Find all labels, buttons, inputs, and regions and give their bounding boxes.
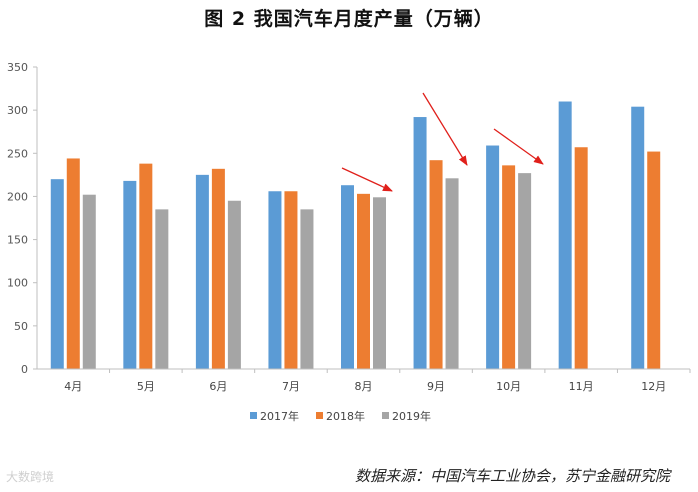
bar-2019年-7月 — [300, 209, 314, 369]
y-tick-label: 350 — [7, 61, 28, 74]
legend-swatch — [382, 412, 389, 419]
legend-label: 2019年 — [392, 409, 431, 423]
x-tick-label: 11月 — [569, 380, 594, 393]
bar-2019年-5月 — [155, 209, 169, 369]
legend-label: 2017年 — [260, 409, 299, 423]
bar-2019年-10月 — [518, 173, 532, 369]
bar-2017年-5月 — [123, 180, 137, 369]
bar-2019年-9月 — [445, 178, 459, 369]
bar-2017年-8月 — [341, 185, 354, 369]
bar-2017年-10月 — [486, 145, 500, 369]
y-tick-label: 0 — [21, 363, 28, 376]
y-tick-label: 300 — [7, 104, 28, 117]
x-tick-label: 10月 — [496, 380, 521, 393]
y-tick-label: 100 — [7, 277, 28, 290]
bar-2017年-6月 — [195, 174, 209, 369]
arrow-annotation-10 — [493, 128, 544, 165]
legend: 2017年 2018年 2019年 — [250, 409, 431, 423]
bar-2018年-11月 — [574, 147, 588, 369]
bar-2018年-10月 — [502, 165, 516, 369]
legend-swatch — [316, 412, 323, 419]
bar-2019年-8月 — [373, 197, 386, 369]
bar-2018年-9月 — [429, 160, 443, 369]
y-axis: 0 50 100 150 200 250 300 350 — [7, 61, 38, 376]
x-tick-label: 7月 — [282, 380, 300, 393]
x-tick-label: 6月 — [209, 380, 227, 393]
bar-2017年-11月 — [558, 101, 572, 369]
x-axis: 4月 5月 6月 7月 8月 9月 10月 11月 12月 — [37, 368, 691, 393]
bar-2018年-5月 — [139, 163, 153, 369]
arrow-annotation-9 — [422, 92, 468, 166]
x-tick-label: 4月 — [64, 380, 82, 393]
bar-2017年-7月 — [268, 191, 282, 369]
annotation-arrows — [341, 92, 544, 192]
bar-2018年-8月 — [357, 193, 370, 369]
legend-label: 2018年 — [326, 409, 365, 423]
bar-2018年-4月 — [66, 158, 80, 369]
x-tick-label: 8月 — [355, 380, 373, 393]
y-tick-label: 150 — [7, 234, 28, 247]
bar-2019年-4月 — [82, 194, 96, 369]
x-tick-label: 9月 — [427, 380, 445, 393]
y-tick-label: 250 — [7, 147, 28, 160]
bar-2017年-9月 — [413, 117, 427, 369]
bar-2017年-12月 — [631, 106, 645, 369]
bar-2018年-7月 — [284, 191, 298, 369]
bar-2017年-4月 — [50, 179, 64, 369]
bar-2018年-6月 — [211, 168, 225, 369]
watermark: 大数跨境 — [6, 470, 55, 484]
x-tick-label: 12月 — [641, 380, 666, 393]
y-tick-label: 200 — [7, 190, 28, 203]
data-source-note: 数据来源：中国汽车工业协会，苏宁金融研究院 — [354, 467, 670, 485]
legend-swatch — [250, 412, 257, 419]
x-tick-label: 5月 — [137, 380, 155, 393]
arrow-annotation-8 — [341, 167, 393, 192]
bar-2019年-6月 — [227, 200, 241, 369]
bar-2018年-12月 — [647, 151, 661, 369]
y-tick-label: 50 — [14, 320, 28, 333]
bars — [50, 101, 661, 369]
chart-title: 图 2 我国汽车月度产量（万辆） — [204, 8, 494, 30]
